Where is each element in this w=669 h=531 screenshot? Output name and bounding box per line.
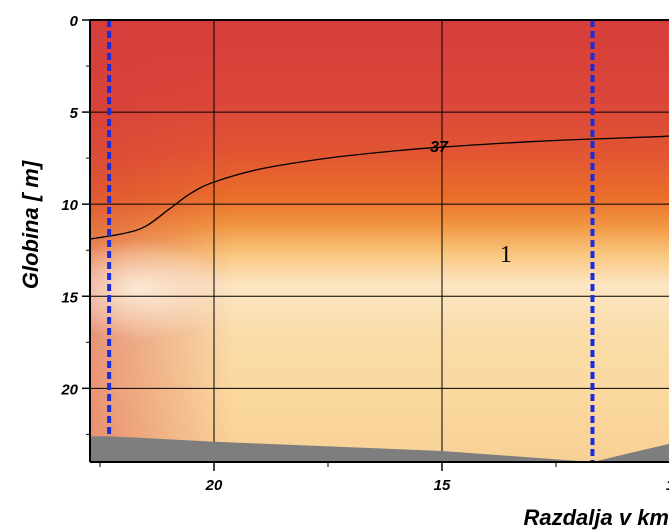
annotation-label: 1 xyxy=(500,242,512,268)
y-tick-label: 20 xyxy=(60,381,78,398)
y-tick-label: 5 xyxy=(70,105,79,122)
x-axis-label: Razdalja v km xyxy=(523,505,669,530)
contour-label: 37 xyxy=(430,139,449,156)
y-tick-label: 0 xyxy=(70,13,79,30)
contour-line-37 xyxy=(90,135,669,240)
x-tick-label: 15 xyxy=(434,477,451,494)
station-lines xyxy=(107,20,595,462)
tick-labels: 0 5 10 15 20 20 15 1 xyxy=(60,13,669,494)
axis-ticks xyxy=(82,19,557,471)
y-tick-label: 15 xyxy=(61,289,78,306)
field-shading-left xyxy=(90,20,669,462)
y-tick-label: 10 xyxy=(61,197,78,214)
x-tick-label: 1 xyxy=(666,477,669,494)
y-axis-label: Globina [ m] xyxy=(18,160,43,289)
plot-area xyxy=(90,20,669,462)
field-shading-pale xyxy=(90,240,230,340)
seabed-profile xyxy=(90,436,669,462)
x-tick-label: 20 xyxy=(205,477,223,494)
grid xyxy=(90,20,669,462)
